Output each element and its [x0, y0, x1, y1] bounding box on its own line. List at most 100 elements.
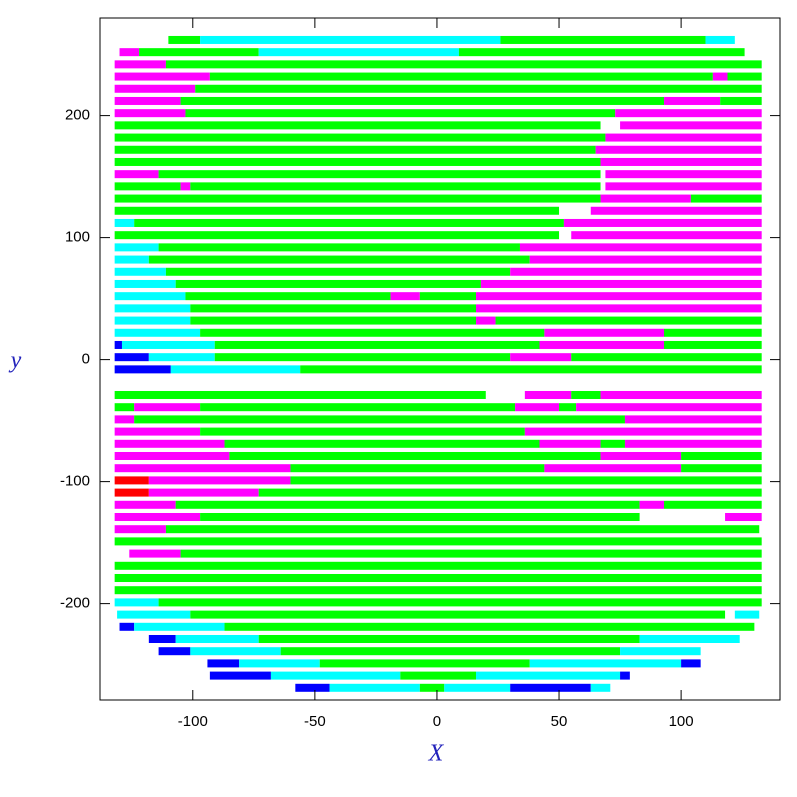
strip-segment	[419, 683, 445, 692]
strip-segment	[624, 415, 762, 424]
x-tick-label: 100	[669, 713, 694, 730]
strip-segment	[114, 353, 149, 362]
strip-segment	[114, 60, 166, 69]
strip-segment	[175, 500, 640, 509]
strip-segment	[114, 464, 291, 473]
strip-segment	[134, 415, 625, 424]
strip-segment	[114, 439, 225, 448]
strip-segment	[705, 35, 735, 44]
strip-segment	[175, 279, 481, 288]
strip-segment	[600, 451, 682, 460]
strip-segment	[114, 403, 135, 412]
strip-segment	[624, 439, 762, 448]
x-tick-label: -50	[304, 713, 326, 730]
strip-segment	[134, 218, 564, 227]
strip-segment	[529, 255, 762, 264]
strip-segment	[595, 145, 762, 154]
strip-segment	[114, 340, 122, 349]
strip-segment	[544, 328, 665, 337]
strip-segment	[114, 145, 596, 154]
strip-segment	[258, 634, 640, 643]
strip-segment	[148, 488, 259, 497]
strip-segment	[114, 109, 186, 118]
strip-segment	[600, 157, 762, 166]
strip-segment	[620, 121, 762, 130]
strip-segment	[190, 647, 281, 656]
strip-segment	[664, 96, 721, 105]
strip-segment	[270, 671, 401, 680]
strip-segment	[590, 206, 762, 215]
x-tick-label: 0	[433, 713, 441, 730]
strip-segment	[280, 647, 621, 656]
strip-segment	[190, 316, 477, 325]
strip-segment	[114, 182, 181, 191]
strip-segment	[664, 340, 762, 349]
strip-segment	[620, 671, 630, 680]
strip-segment	[165, 60, 762, 69]
strip-segment	[114, 598, 159, 607]
strip-segment	[295, 683, 330, 692]
strip-segment	[229, 451, 601, 460]
strip-segment	[571, 390, 601, 399]
strip-segment	[114, 586, 762, 595]
strip-segment	[480, 279, 762, 288]
strip-segment	[605, 182, 762, 191]
strip-segment	[712, 72, 728, 81]
strip-segment	[476, 292, 762, 301]
strip-segment	[114, 194, 601, 203]
strip-segment	[114, 133, 606, 142]
strip-segment	[544, 464, 682, 473]
y-tick-label: 100	[65, 229, 90, 246]
strip-segment	[114, 267, 166, 276]
strip-segment	[114, 537, 762, 546]
strip-segment	[114, 231, 560, 240]
strip-segment	[121, 340, 215, 349]
strip-segment	[180, 549, 762, 558]
strip-segment	[734, 610, 760, 619]
x-tick-label: 50	[551, 713, 568, 730]
strip-segment	[476, 304, 762, 313]
strip-segment	[129, 549, 181, 558]
strip-segment	[720, 96, 762, 105]
strip-segment	[200, 403, 516, 412]
strip-segment	[114, 121, 601, 130]
strip-segment	[114, 451, 230, 460]
strip-segment	[200, 512, 640, 521]
strip-segment	[158, 647, 191, 656]
strip-segment	[681, 451, 762, 460]
strip-segment	[290, 464, 545, 473]
strip-segment	[200, 427, 525, 436]
strip-segment	[114, 243, 159, 252]
strip-segment	[114, 328, 201, 337]
y-tick-label: 200	[65, 107, 90, 124]
strip-segment	[158, 243, 520, 252]
strip-segment	[576, 403, 762, 412]
strip-segment	[148, 476, 291, 485]
strip-segment	[148, 634, 176, 643]
strip-segment	[224, 622, 755, 631]
strip-segment	[571, 353, 762, 362]
strip-segment	[605, 170, 762, 179]
strip-segment	[114, 415, 135, 424]
strip-segment	[165, 525, 760, 534]
y-tick-label: 0	[82, 351, 90, 368]
strip-segment	[200, 328, 545, 337]
y-tick-label: -100	[60, 473, 90, 490]
strip-segment	[185, 109, 616, 118]
strip-segment	[200, 35, 501, 44]
strip-segment	[134, 622, 225, 631]
strip-segment	[209, 72, 713, 81]
strip-segment	[539, 340, 665, 349]
strip-segment	[681, 659, 701, 668]
strip-segment	[190, 610, 726, 619]
strip-segment	[600, 439, 625, 448]
strip-segment	[114, 476, 149, 485]
strip-segment	[524, 427, 762, 436]
strip-segment	[190, 304, 477, 313]
strip-segment	[180, 182, 191, 191]
strip-segment	[148, 353, 215, 362]
strip-segment	[214, 340, 540, 349]
strip-segment	[148, 255, 530, 264]
strip-segment	[114, 170, 159, 179]
strip-segment	[690, 194, 762, 203]
